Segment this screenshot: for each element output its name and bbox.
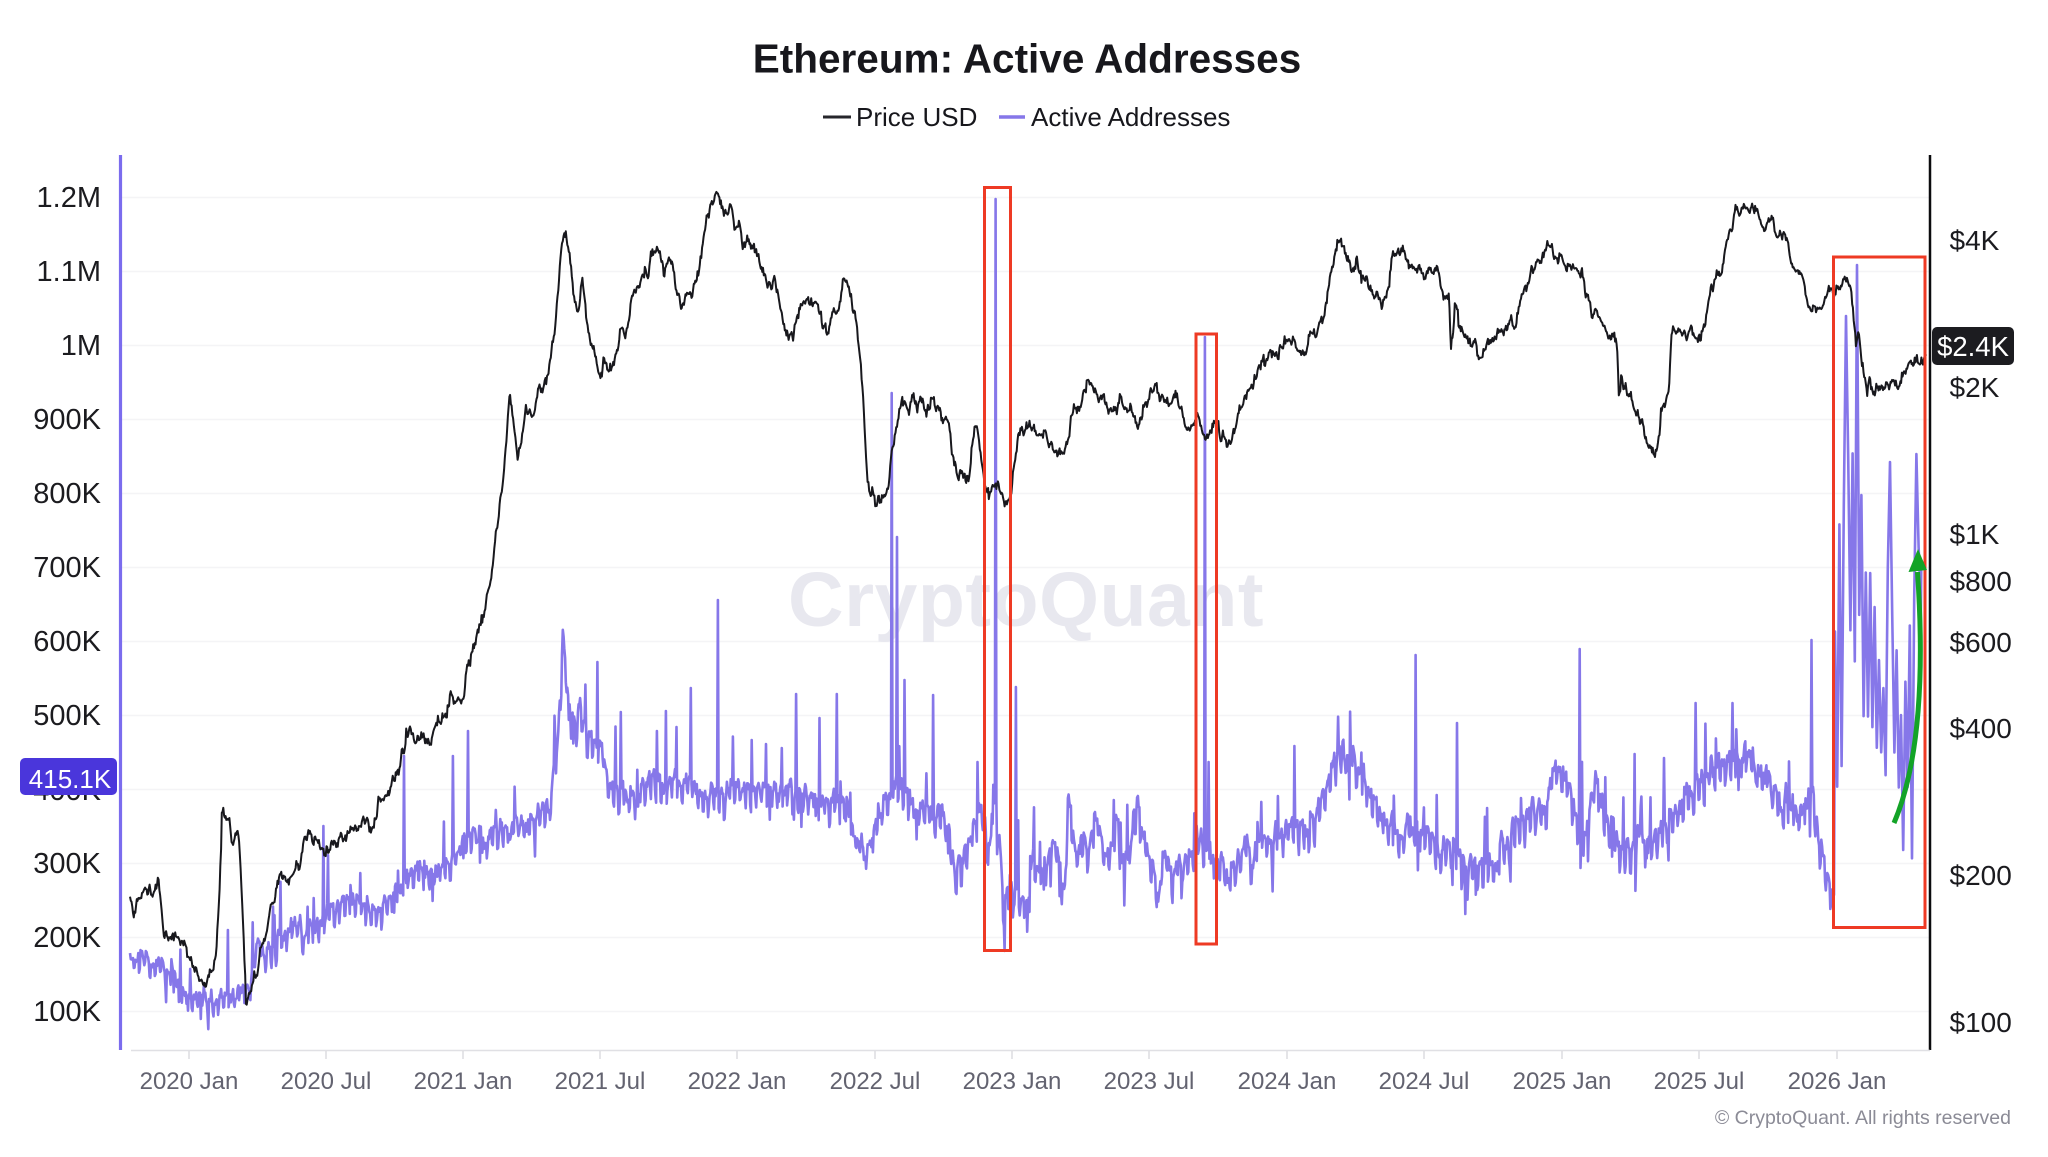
svg-text:600K: 600K xyxy=(33,626,101,658)
svg-text:1M: 1M xyxy=(61,330,101,362)
svg-text:2026 Jan: 2026 Jan xyxy=(1788,1068,1887,1095)
svg-text:$2K: $2K xyxy=(1950,372,2000,403)
svg-text:2020 Jul: 2020 Jul xyxy=(281,1068,372,1095)
svg-text:2025 Jan: 2025 Jan xyxy=(1513,1068,1612,1095)
svg-text:100K: 100K xyxy=(33,996,101,1028)
svg-text:2025 Jul: 2025 Jul xyxy=(1654,1068,1745,1095)
svg-text:500K: 500K xyxy=(33,700,101,732)
svg-text:2024 Jan: 2024 Jan xyxy=(1238,1068,1337,1095)
svg-text:Active Addresses: Active Addresses xyxy=(1031,102,1230,132)
svg-text:2023 Jul: 2023 Jul xyxy=(1104,1068,1195,1095)
svg-text:Ethereum: Active Addresses: Ethereum: Active Addresses xyxy=(753,36,1301,82)
svg-text:200K: 200K xyxy=(33,922,101,954)
svg-text:$800: $800 xyxy=(1950,566,2012,597)
svg-text:© CryptoQuant. All rights rese: © CryptoQuant. All rights reserved xyxy=(1715,1107,2011,1129)
svg-text:$4K: $4K xyxy=(1950,225,2000,256)
svg-text:800K: 800K xyxy=(33,478,101,510)
svg-text:$400: $400 xyxy=(1950,713,2012,744)
svg-text:2020 Jan: 2020 Jan xyxy=(140,1068,239,1095)
svg-text:415.1K: 415.1K xyxy=(29,764,112,794)
svg-text:$1K: $1K xyxy=(1950,519,2000,550)
svg-text:2023 Jan: 2023 Jan xyxy=(963,1068,1062,1095)
svg-text:1.1M: 1.1M xyxy=(37,256,101,288)
svg-text:900K: 900K xyxy=(33,404,101,436)
svg-text:300K: 300K xyxy=(33,848,101,880)
svg-text:2022 Jan: 2022 Jan xyxy=(688,1068,787,1095)
svg-text:Price USD: Price USD xyxy=(856,102,977,132)
svg-text:$2.4K: $2.4K xyxy=(1937,331,2010,362)
svg-text:2021 Jul: 2021 Jul xyxy=(555,1068,646,1095)
svg-text:$200: $200 xyxy=(1950,860,2012,891)
svg-text:$600: $600 xyxy=(1950,627,2012,658)
svg-text:1.2M: 1.2M xyxy=(37,182,101,214)
svg-text:$100: $100 xyxy=(1950,1007,2012,1038)
svg-text:CryptoQuant: CryptoQuant xyxy=(788,557,1264,643)
svg-text:2024 Jul: 2024 Jul xyxy=(1379,1068,1470,1095)
svg-text:2022 Jul: 2022 Jul xyxy=(830,1068,921,1095)
svg-text:700K: 700K xyxy=(33,552,101,584)
svg-text:2021 Jan: 2021 Jan xyxy=(414,1068,513,1095)
